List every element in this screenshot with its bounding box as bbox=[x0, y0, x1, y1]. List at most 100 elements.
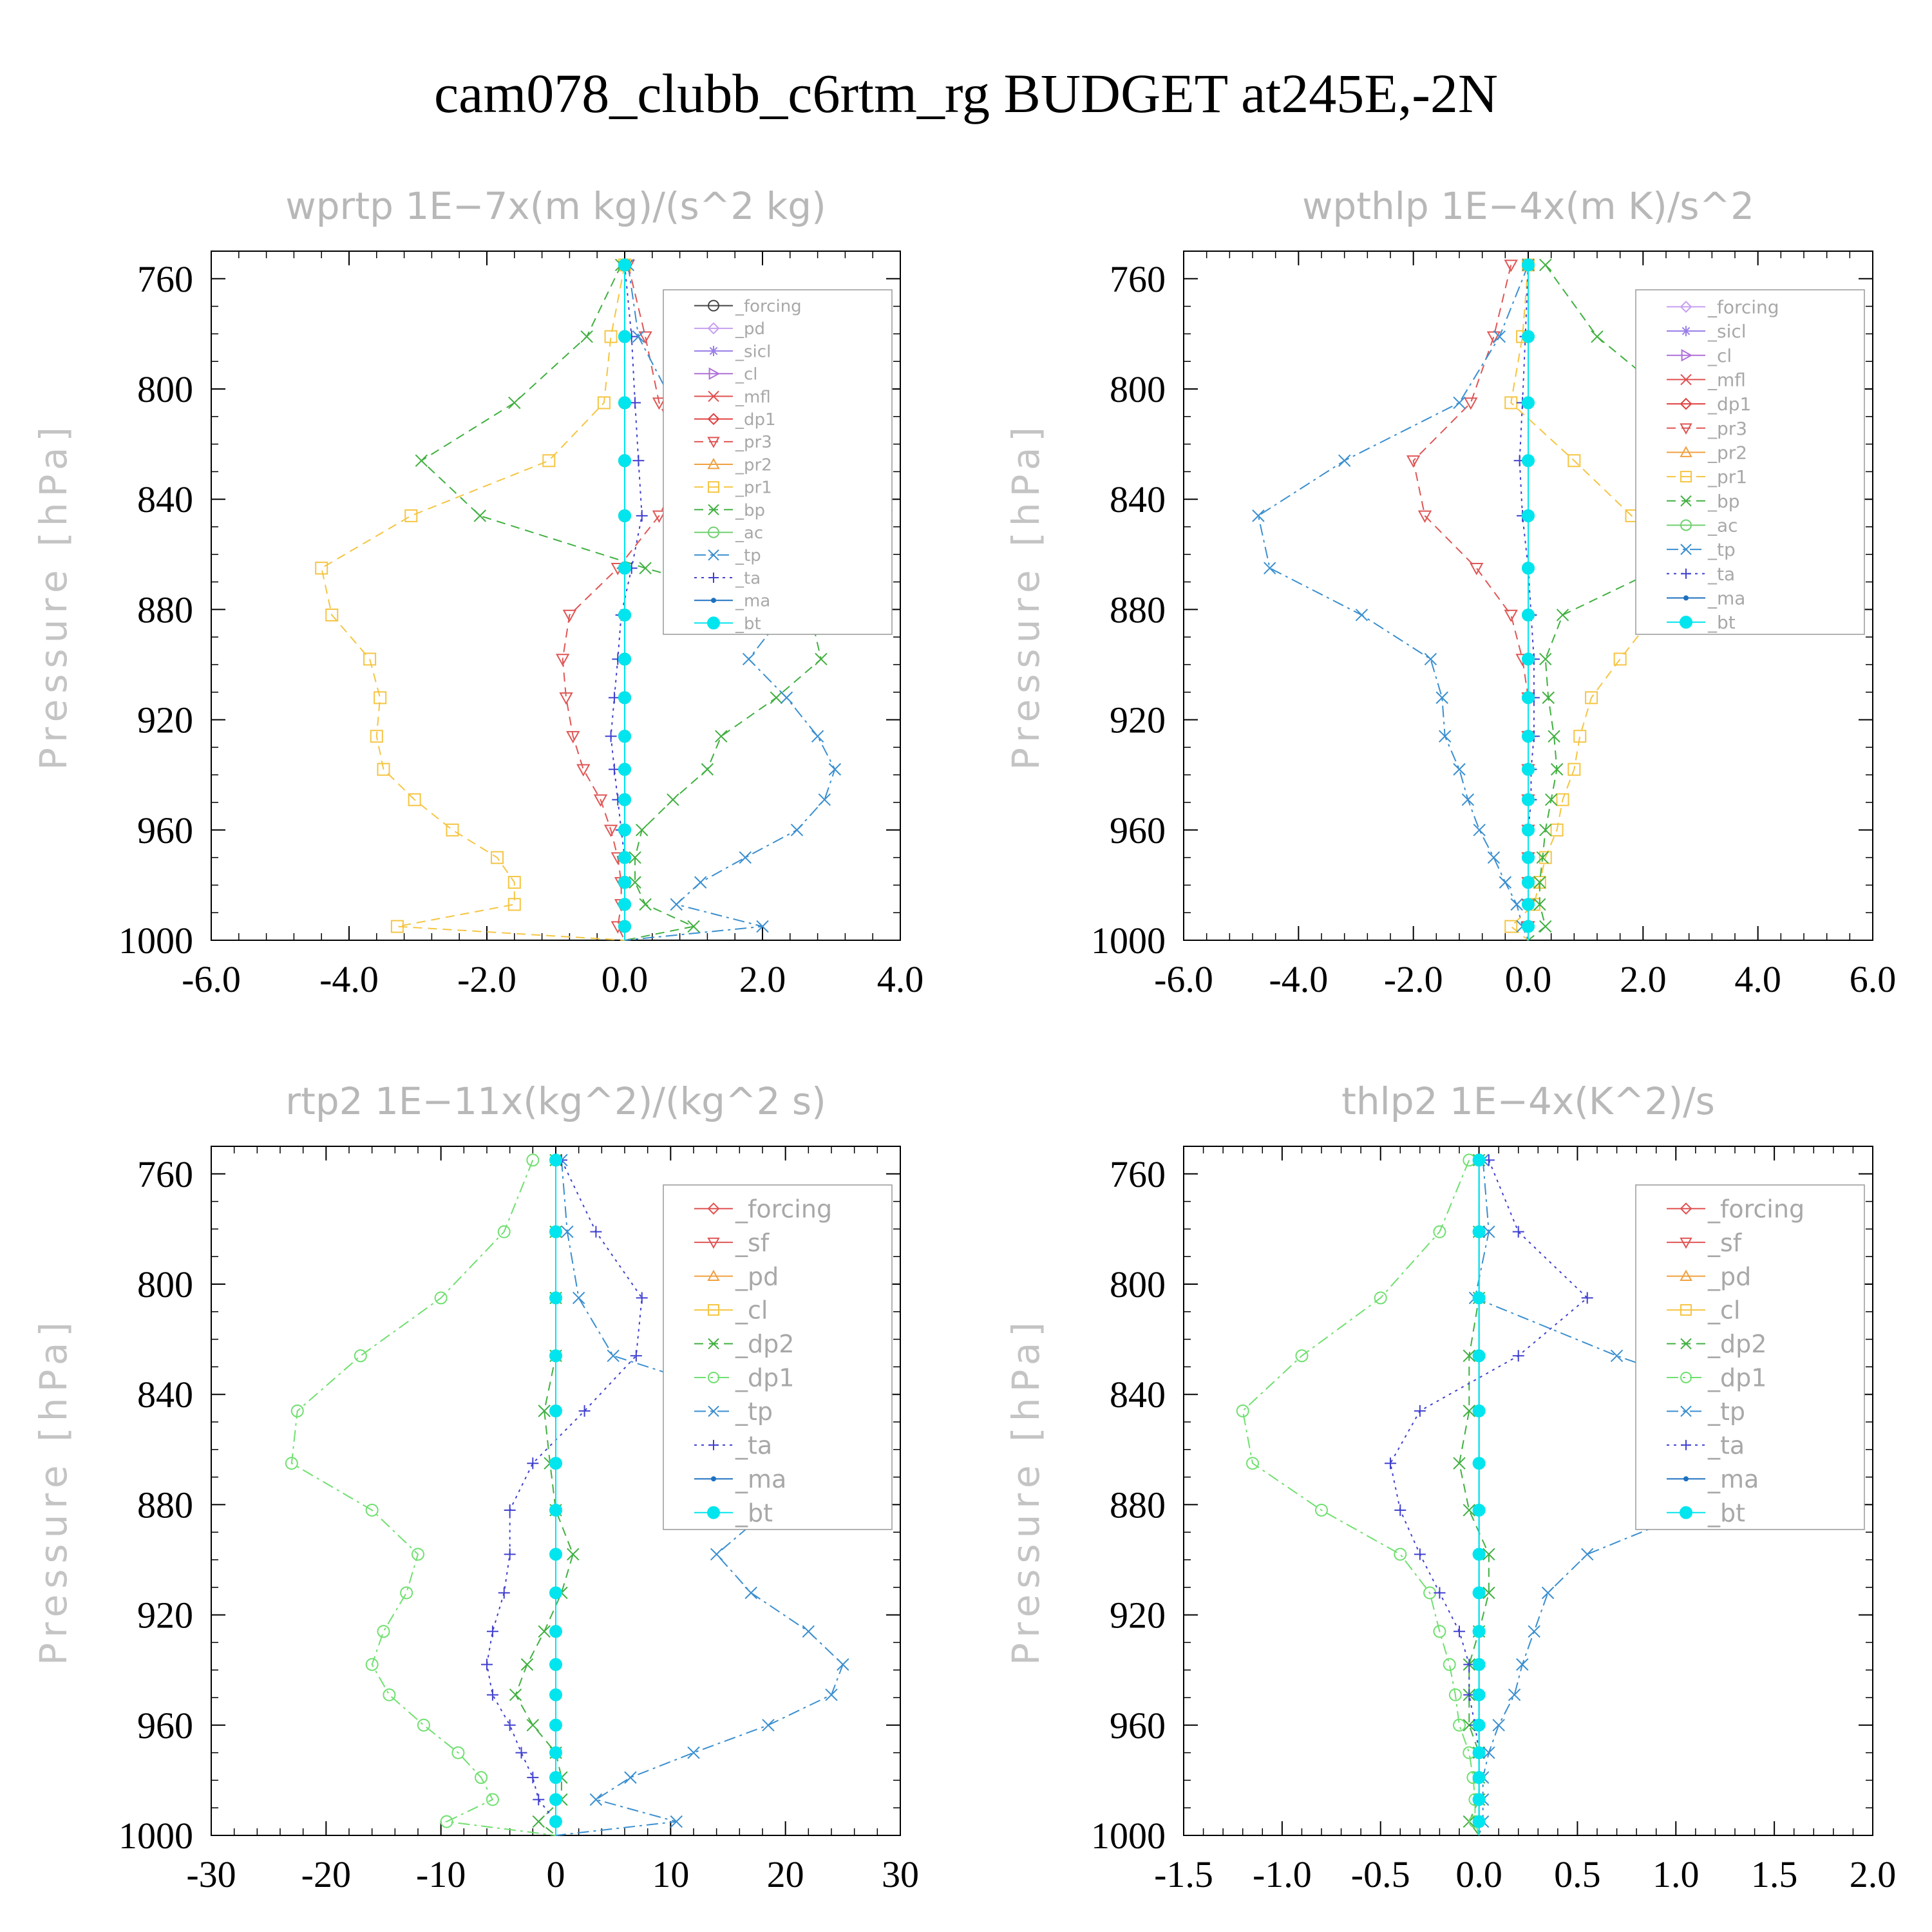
legend-item: _tp bbox=[694, 1397, 773, 1426]
data-point bbox=[618, 652, 631, 666]
data-point bbox=[549, 1586, 562, 1600]
data-point bbox=[1522, 691, 1535, 705]
legend-marker bbox=[1681, 568, 1691, 579]
data-point bbox=[1539, 258, 1552, 272]
data-point bbox=[1472, 1291, 1486, 1305]
chart-title: rtp2 1E−11x(kg^2)/(kg^2 s) bbox=[285, 1079, 826, 1123]
data-point bbox=[667, 793, 679, 806]
data-point bbox=[1453, 1457, 1466, 1470]
data-point bbox=[1315, 1503, 1328, 1517]
data-point bbox=[1252, 509, 1265, 522]
data-point bbox=[597, 396, 611, 410]
y-tick-label: 800 bbox=[1110, 1264, 1166, 1305]
legend-item: _tp bbox=[1667, 539, 1736, 560]
data-point bbox=[632, 330, 645, 343]
data-point bbox=[1585, 691, 1598, 705]
y-tick-label: 800 bbox=[137, 368, 193, 410]
legend-marker bbox=[1680, 495, 1692, 507]
y-tick-label: 1000 bbox=[1091, 920, 1166, 961]
legend-item: _tp bbox=[694, 546, 761, 565]
x-tick-label: 6.0 bbox=[1850, 958, 1897, 1000]
legend-item: _forcing bbox=[694, 297, 802, 316]
data-point bbox=[1246, 1457, 1259, 1470]
data-point bbox=[1567, 454, 1581, 468]
data-point bbox=[1613, 652, 1627, 666]
series_bt bbox=[549, 1153, 562, 1835]
legend-item: _ac bbox=[694, 524, 763, 543]
legend-label: _sf bbox=[735, 1229, 770, 1257]
data-point bbox=[538, 1405, 551, 1417]
legend-marker bbox=[708, 526, 719, 538]
y-axis-label: Pressure [hPa] bbox=[1004, 421, 1048, 770]
data-point bbox=[549, 1718, 562, 1732]
y-tick-label: 960 bbox=[137, 810, 193, 851]
legend-marker bbox=[708, 1304, 719, 1316]
data-point bbox=[1556, 609, 1569, 621]
data-point bbox=[1443, 1658, 1456, 1671]
x-tick-label: 2.0 bbox=[739, 958, 786, 1000]
data-point bbox=[1414, 1548, 1426, 1560]
data-point bbox=[572, 1291, 585, 1305]
legend-item: _mfl bbox=[694, 388, 771, 407]
legend-label: _tp bbox=[1707, 539, 1736, 560]
data-point bbox=[1406, 455, 1421, 468]
y-tick-label: 880 bbox=[137, 589, 193, 630]
data-point bbox=[1454, 1625, 1465, 1638]
legend-item: _ac bbox=[1667, 515, 1738, 536]
series-line bbox=[1519, 265, 1535, 940]
legend-label: _ta bbox=[1707, 1432, 1745, 1460]
plot-frame bbox=[1183, 1146, 1873, 1836]
data-point bbox=[561, 1225, 574, 1238]
legend-marker bbox=[708, 1405, 719, 1417]
legend-item: _sicl bbox=[694, 342, 771, 361]
data-point bbox=[1472, 1586, 1486, 1600]
data-point bbox=[1516, 1658, 1529, 1671]
chart-title: thlp2 1E−4x(K^2)/s bbox=[1341, 1079, 1715, 1123]
data-point bbox=[1472, 1688, 1486, 1701]
x-tick-label: 10 bbox=[652, 1853, 689, 1895]
legend-label: _cl bbox=[735, 365, 758, 384]
x-tick-label: -10 bbox=[416, 1853, 466, 1895]
series-line bbox=[515, 1160, 574, 1836]
legend-marker bbox=[707, 322, 720, 335]
data-point bbox=[549, 1153, 562, 1167]
data-point bbox=[639, 562, 652, 574]
legend-marker bbox=[1680, 1506, 1692, 1519]
data-point bbox=[1522, 876, 1535, 889]
data-point bbox=[1236, 1404, 1249, 1417]
legend-label: _ta bbox=[735, 1432, 772, 1460]
data-point bbox=[790, 824, 804, 837]
legend-label: _pr1 bbox=[735, 478, 772, 498]
legend-label: _pd bbox=[1707, 1262, 1751, 1291]
legend-item: _dp1 bbox=[1667, 1364, 1766, 1392]
data-point bbox=[1522, 851, 1535, 864]
legend-label: _forcing bbox=[735, 297, 802, 316]
x-tick-label: 2.0 bbox=[1850, 1853, 1897, 1895]
data-point bbox=[578, 1405, 591, 1417]
data-point bbox=[549, 1457, 562, 1470]
data-point bbox=[377, 762, 390, 776]
data-point bbox=[504, 1504, 516, 1516]
y-axis-label: Pressure [hPa] bbox=[1004, 1316, 1048, 1665]
data-point bbox=[1472, 1548, 1486, 1561]
legend-item: _sf bbox=[1667, 1229, 1743, 1257]
data-point bbox=[515, 1747, 527, 1759]
data-point bbox=[1493, 330, 1506, 343]
data-point bbox=[1533, 876, 1546, 889]
data-point bbox=[1504, 920, 1518, 933]
data-point bbox=[1522, 258, 1535, 272]
data-point bbox=[567, 1548, 580, 1561]
data-point bbox=[1522, 608, 1535, 621]
data-point bbox=[542, 454, 556, 468]
data-point bbox=[549, 1793, 562, 1806]
data-point bbox=[1472, 1658, 1486, 1671]
data-point bbox=[701, 762, 714, 776]
legend-marker bbox=[707, 413, 720, 426]
data-point bbox=[618, 823, 631, 837]
legend-item: _cl bbox=[694, 365, 758, 384]
legend-marker bbox=[1680, 471, 1692, 483]
legend-marker bbox=[707, 1269, 720, 1282]
y-tick-label: 880 bbox=[1110, 1484, 1166, 1526]
data-point bbox=[526, 1719, 540, 1732]
